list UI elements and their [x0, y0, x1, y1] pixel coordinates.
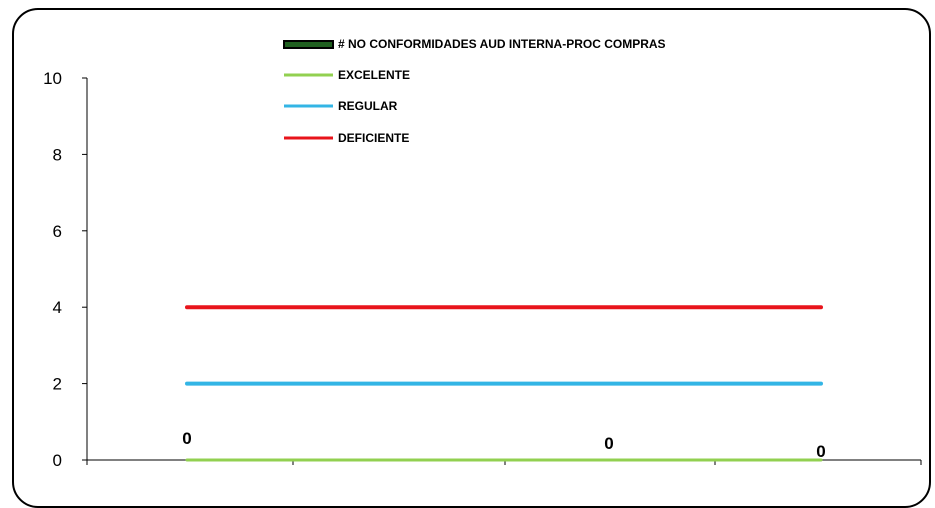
data-label: 0 — [182, 429, 191, 448]
line-chart: 0 2 4 6 8 10 0 0 0 # NO CONFORMIDADES AUD INTER… — [43, 37, 922, 470]
data-label: 0 — [816, 442, 825, 461]
y-tick-label: 2 — [53, 375, 62, 394]
y-tick-label: 0 — [53, 451, 62, 470]
legend-label: REGULAR — [338, 99, 398, 113]
y-tick-label: 10 — [43, 69, 62, 88]
legend-swatch — [283, 40, 334, 49]
y-tick-label: 8 — [53, 145, 62, 164]
data-labels: 0 0 0 — [182, 429, 825, 461]
legend-label: EXCELENTE — [338, 68, 410, 82]
legend-label: DEFICIENTE — [338, 131, 409, 145]
series-layer — [185, 305, 823, 462]
legend-label: # NO CONFORMIDADES AUD INTERNA-PROC COMP… — [338, 37, 666, 51]
y-tick-label: 6 — [53, 222, 62, 241]
legend: # NO CONFORMIDADES AUD INTERNA-PROC COMP… — [283, 37, 666, 145]
axes: 0 2 4 6 8 10 — [43, 69, 922, 470]
y-tick-label: 4 — [53, 298, 62, 317]
chart-frame — [12, 8, 931, 508]
data-label: 0 — [604, 434, 613, 453]
